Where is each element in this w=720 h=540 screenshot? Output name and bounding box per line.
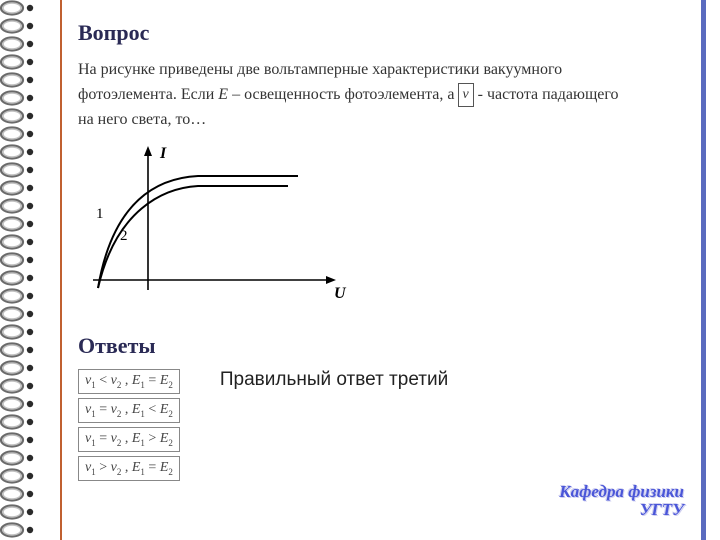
svg-text:I: I (159, 145, 167, 162)
spiral-binding (0, 0, 40, 540)
question-line1: На рисунке приведены две вольтамперные х… (78, 61, 562, 78)
footer-line2: УГТУ (559, 501, 684, 520)
answer-option[interactable]: ν1 > ν2 , E1 = E2 (78, 456, 180, 481)
nu-symbol-box: ν (458, 83, 473, 107)
iv-chart: I U 12 (78, 140, 688, 315)
svg-text:1: 1 (96, 206, 104, 222)
question-heading: Вопрос (78, 20, 688, 46)
answer-list: ν1 < ν2 , E1 = E2 ν1 = ν2 , E1 < E2 ν1 = ν… (78, 369, 180, 484)
svg-text:2: 2 (120, 228, 128, 244)
question-line2c: - частота падающего (474, 86, 619, 103)
question-line2a: фотоэлемента. Если (78, 86, 218, 103)
margin-rule-right (701, 0, 706, 540)
answer-option[interactable]: ν1 = ν2 , E1 < E2 (78, 398, 180, 423)
question-line3: на него света, то… (78, 111, 206, 128)
answer-option[interactable]: ν1 < ν2 , E1 = E2 (78, 369, 180, 394)
answer-option[interactable]: ν1 = ν2 , E1 > E2 (78, 427, 180, 452)
chart-svg: I U 12 (78, 140, 348, 310)
page-content: Вопрос На рисунке приведены две вольтамп… (78, 20, 688, 485)
footer: Кафедра физики УГТУ (559, 483, 684, 520)
answers-row: ν1 < ν2 , E1 = E2 ν1 = ν2 , E1 < E2 ν1 = ν… (78, 369, 688, 484)
correct-answer-text: Правильный ответ третий (220, 369, 448, 391)
question-text: На рисунке приведены две вольтамперные х… (78, 58, 688, 132)
margin-rule-left (60, 0, 62, 540)
footer-line1: Кафедра физики (559, 483, 684, 502)
svg-text:U: U (334, 285, 347, 302)
var-e: E (218, 86, 228, 103)
answers-heading: Ответы (78, 333, 688, 359)
question-line2b: – освещенность фотоэлемента, а (228, 86, 454, 103)
